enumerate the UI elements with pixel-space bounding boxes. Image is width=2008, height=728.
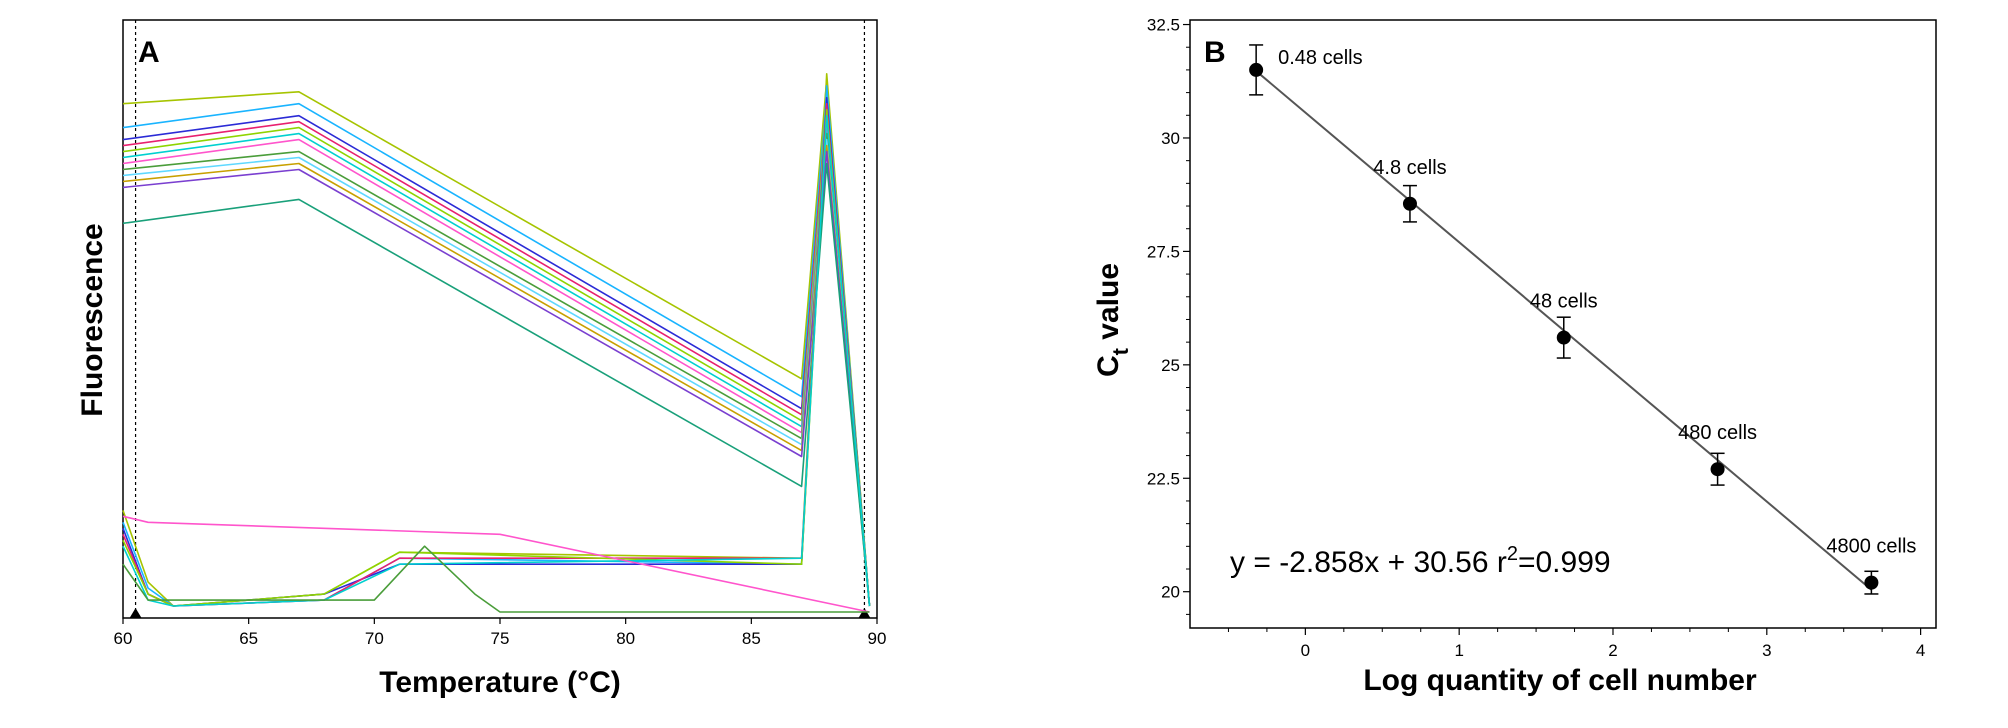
panel-b-x-tick-label: 1 [1454,641,1463,660]
panel-b-y-tick-label: 25 [1161,356,1180,375]
panel-a-marker-triangle [858,608,871,618]
panel-a-x-axis-title: Temperature (°C) [379,666,620,699]
panel-b-letter: B [1204,36,1226,69]
regression-equation: y = -2.858x + 30.56 r2=0.999 [1230,543,1611,579]
panel-a-letter: A [138,36,160,69]
panel-a-x-tick-label: 90 [868,629,887,648]
data-point [1710,462,1725,477]
data-point [1864,575,1879,590]
y-title-subscript: t [1108,347,1133,355]
panel-b-x-tick-label: 3 [1762,641,1771,660]
melt-curve [122,545,870,613]
regression-equation-main: y = -2.858x + 30.56 r [1230,546,1507,579]
data-point [1402,196,1417,211]
panel-b-y-axis-title: Ct value [1092,263,1133,377]
data-point-label: 4.8 cells [1373,157,1446,179]
panel-b-y-tick-label: 27.5 [1147,242,1180,261]
panel-b-y-tick-label: 32.5 [1147,16,1180,35]
panel-a-x-tick-label: 80 [616,629,635,648]
data-point-label: 0.48 cells [1278,47,1363,69]
r2-value: =0.999 [1518,546,1611,579]
panel-b-y-tick-label: 22.5 [1147,469,1180,488]
panel-a-x-tick-label: 85 [742,629,761,648]
y-title-main: C [1092,355,1125,377]
panel-b-y-tick-label: 30 [1161,129,1180,148]
panel-b-x-tick-label: 0 [1301,641,1310,660]
panel-b-x-tick-label: 2 [1608,641,1617,660]
panel-a-x-tick-label: 60 [114,629,133,648]
r2-superscript: 2 [1507,543,1518,565]
panel-a-plot-frame [122,19,878,619]
panel-a-marker-triangle [129,608,142,618]
melt-curve [122,114,871,607]
panel-a-x-ticks: 60 65 70 75 80 85 90 [114,618,887,648]
panel-b: 0 1 2 3 4 20 22.5 25 27.5 30 32.5 0.48 cells 4.8 ce… [1092,16,1937,697]
panel-b-points-group: 0.48 cells 4.8 cells 48 cells 480 cells 4800… [1249,44,1916,595]
data-point [1556,330,1571,345]
melt-curve [122,515,870,613]
data-point-label: 48 cells [1530,291,1598,313]
data-point [1249,62,1264,77]
data-point-label: 4800 cells [1826,536,1916,558]
panel-b-x-axis-title: Log quantity of cell number [1363,664,1757,697]
panel-b-y-tick-label: 20 [1161,583,1180,602]
melt-curve [122,162,871,607]
y-title-rest: value [1092,263,1125,348]
panel-b-plot-frame [1189,19,1937,629]
data-point-label: 480 cells [1678,422,1757,444]
panel-a-series-group [122,20,871,618]
panel-a-x-tick-label: 75 [491,629,510,648]
panel-b-x-tick-label: 4 [1916,641,1925,660]
panel-a-x-tick-label: 65 [239,629,258,648]
panel-b-ticks: 0 1 2 3 4 20 22.5 25 27.5 30 32.5 [1147,16,1925,660]
panel-a-x-tick-label: 70 [365,629,384,648]
panel-a-y-axis-title: Fluorescence [76,223,109,416]
panel-a: 60 65 70 75 80 85 90 A Temperature (°C) Fluore… [76,19,887,699]
